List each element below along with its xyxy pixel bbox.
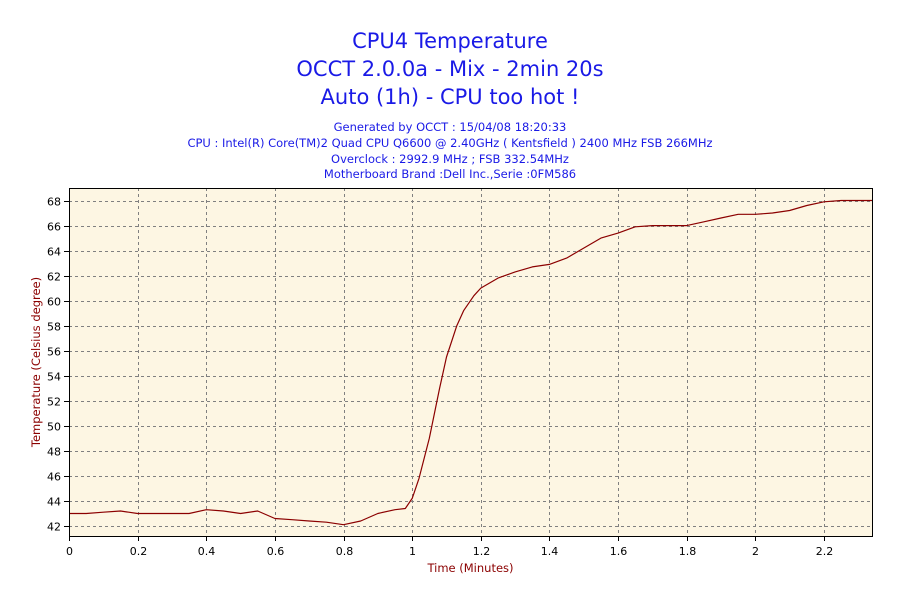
- chart-subtitle-line-2: CPU : Intel(R) Core(TM)2 Quad CPU Q6600 …: [187, 136, 712, 150]
- chart-subtitle-line-3: Overclock : 2992.9 MHz ; FSB 332.54MHz: [331, 152, 569, 166]
- x-tick-label: 0.6: [267, 545, 285, 558]
- x-tick-label: 2: [752, 545, 759, 558]
- plot-frame: [69, 188, 873, 537]
- axis-layer: 0 0.2 0.4 0.6 0.8 1 1.2 1.4 1.6 1.8 2 2.2 42 44 46 48 50…: [47, 196, 833, 559]
- y-tick-label: 66: [47, 221, 61, 234]
- y-tick-label: 42: [47, 521, 61, 534]
- y-tick-label: 44: [47, 496, 61, 509]
- plot-area: [69, 188, 872, 536]
- chart-titles: CPU4 Temperature OCCT 2.0.0a - Mix - 2min…: [187, 29, 712, 181]
- y-tick-label: 58: [47, 321, 61, 334]
- x-tick-label: 1.8: [679, 545, 697, 558]
- y-axis-title: Temperature (Celsius degree): [29, 277, 43, 448]
- y-tick-label: 54: [47, 371, 61, 384]
- x-tick-label: 1.2: [473, 545, 491, 558]
- y-tick-label: 46: [47, 471, 61, 484]
- chart-title-line-1: CPU4 Temperature: [352, 29, 548, 53]
- y-tick-label: 62: [47, 271, 61, 284]
- y-tick-label: 50: [47, 421, 61, 434]
- y-tick-label: 56: [47, 346, 61, 359]
- x-tick-label: 2.2: [816, 545, 834, 558]
- y-tick-label: 52: [47, 396, 61, 409]
- chart-title-line-2: OCCT 2.0.0a - Mix - 2min 20s: [296, 57, 603, 81]
- y-tick-label: 48: [47, 446, 61, 459]
- series-layer: [69, 199, 872, 526]
- chart-subtitle-line-4: Motherboard Brand :Dell Inc.,Serie :0FM5…: [324, 167, 576, 181]
- x-tick-label: 1.6: [610, 545, 628, 558]
- x-tick-label: 0: [66, 545, 73, 558]
- x-tick-label: 1: [409, 545, 416, 558]
- chart-subtitle-line-1: Generated by OCCT : 15/04/08 18:20:33: [334, 120, 567, 134]
- grid-lines: [69, 188, 872, 536]
- x-tick-label: 0.8: [336, 545, 354, 558]
- x-tick-label: 0.2: [130, 545, 148, 558]
- x-tick-label: 0.4: [198, 545, 216, 558]
- series-line-0: [69, 199, 872, 526]
- y-tick-label: 68: [47, 196, 61, 209]
- y-tick-label: 60: [47, 296, 61, 309]
- y-tick-label: 64: [47, 246, 61, 259]
- chart-title-line-3: Auto (1h) - CPU too hot !: [321, 85, 580, 109]
- x-axis-title: Time (Minutes): [426, 561, 513, 575]
- x-tick-label: 1.4: [541, 545, 559, 558]
